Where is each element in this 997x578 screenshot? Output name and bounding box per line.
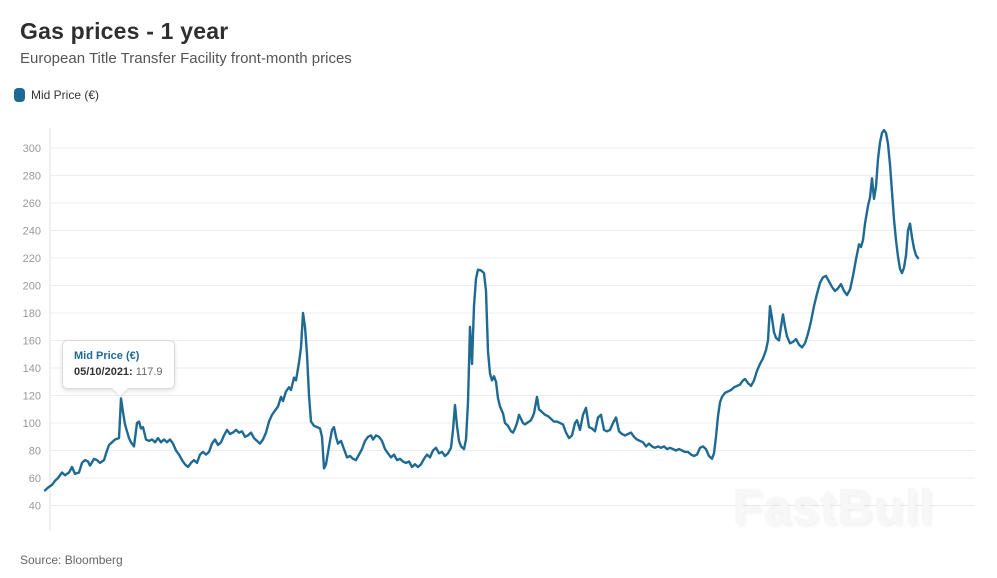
y-axis-label: 160 — [23, 336, 41, 348]
y-axis-label: 180 — [23, 308, 41, 320]
y-axis-label: 300 — [23, 143, 41, 155]
gridlines — [50, 147, 975, 506]
y-axis-label: 220 — [23, 253, 41, 265]
legend-item-mid-price[interactable]: Mid Price (€) — [14, 88, 99, 102]
tooltip-value-row: 05/10/2021: 117.9 — [74, 364, 163, 380]
y-axis-label: 40 — [29, 501, 41, 513]
y-axis-label: 280 — [23, 171, 41, 183]
tooltip-series-label: Mid Price (€) — [74, 350, 140, 362]
chart-title: Gas prices - 1 year — [20, 18, 229, 44]
legend-label: Mid Price (€) — [31, 88, 100, 102]
chart-subtitle: European Title Transfer Facility front-m… — [20, 50, 352, 67]
tooltip: Mid Price (€) 05/10/2021: 117.9 — [62, 340, 175, 389]
y-axis-label: 200 — [23, 281, 41, 293]
y-axis-label: 260 — [23, 198, 41, 210]
tooltip-value: 117.9 — [135, 366, 163, 378]
y-axis-label: 80 — [29, 446, 41, 458]
legend-marker-icon — [14, 88, 25, 102]
source-note: Source: Bloomberg — [20, 553, 123, 567]
y-axis-labels: 40 60 80 100 120 140 160 180 200 220 240 260 280 300 — [23, 143, 41, 513]
y-axis-label: 120 — [23, 391, 41, 403]
y-axis-label: 140 — [23, 363, 41, 375]
y-axis-label: 240 — [23, 226, 41, 238]
tooltip-date: 05/10/2021: — [74, 366, 133, 378]
y-axis-label: 100 — [23, 418, 41, 430]
price-line-series[interactable] — [43, 128, 920, 492]
y-axis-label: 60 — [29, 473, 41, 485]
